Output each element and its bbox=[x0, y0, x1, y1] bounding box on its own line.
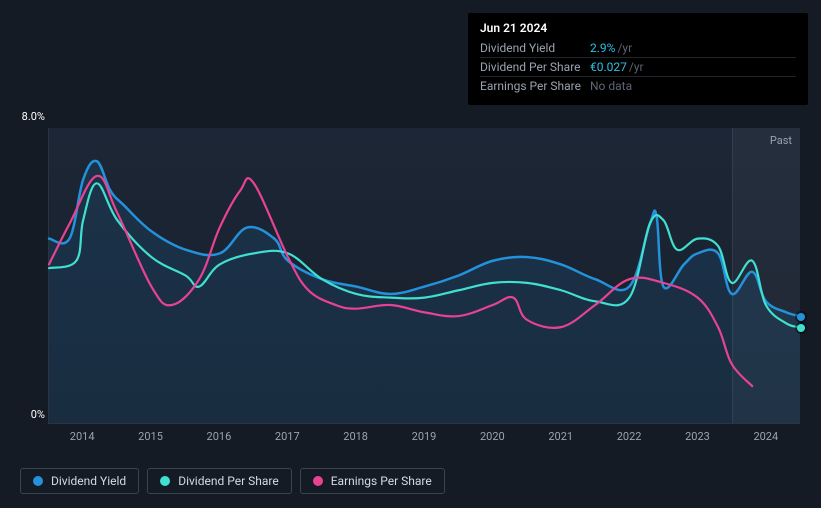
tooltip-row-value: 2.9% bbox=[590, 41, 615, 55]
dividend-chart: 8.0% 0% Past 2014 2015 2016 2017 2018 2019 202… bbox=[20, 100, 810, 460]
tooltip-row-label: Dividend Per Share bbox=[480, 60, 590, 74]
x-axis-tick: 2016 bbox=[207, 430, 232, 443]
x-axis-tick: 2014 bbox=[70, 430, 95, 443]
tooltip-date: Jun 21 2024 bbox=[480, 21, 796, 35]
x-axis-tick: 2022 bbox=[617, 430, 642, 443]
legend-swatch bbox=[313, 476, 323, 486]
x-axis-tick: 2015 bbox=[138, 430, 163, 443]
legend-item[interactable]: Dividend Per Share bbox=[147, 468, 292, 494]
tooltip-row: Dividend Per Share€0.027/yr bbox=[480, 58, 796, 77]
tooltip-row: Earnings Per ShareNo data bbox=[480, 77, 796, 95]
tooltip-row-unit: /yr bbox=[629, 60, 644, 74]
x-axis-tick: 2020 bbox=[480, 430, 505, 443]
tooltip-row-label: Earnings Per Share bbox=[480, 79, 590, 93]
chart-svg bbox=[49, 128, 800, 423]
x-axis-tick: 2019 bbox=[412, 430, 437, 443]
tooltip-row-label: Dividend Yield bbox=[480, 41, 590, 55]
tooltip-row: Dividend Yield2.9%/yr bbox=[480, 39, 796, 58]
series-end-dot-dividend_per_share bbox=[797, 324, 805, 332]
tooltip-row-value: No data bbox=[590, 79, 632, 93]
y-axis-min-label: 0% bbox=[31, 408, 45, 421]
legend-item[interactable]: Earnings Per Share bbox=[300, 468, 445, 494]
chart-tooltip: Jun 21 2024 Dividend Yield2.9%/yrDividen… bbox=[468, 13, 808, 105]
tooltip-row-unit: /yr bbox=[617, 41, 632, 55]
legend-label: Dividend Yield bbox=[51, 474, 126, 488]
chart-plot-area: Past bbox=[48, 128, 800, 424]
x-axis-tick: 2021 bbox=[548, 430, 573, 443]
legend-swatch bbox=[33, 476, 43, 486]
legend-swatch bbox=[160, 476, 170, 486]
x-axis-tick: 2024 bbox=[753, 430, 778, 443]
x-axis-tick: 2017 bbox=[275, 430, 300, 443]
tooltip-row-value: €0.027 bbox=[590, 60, 627, 74]
x-axis-tick: 2023 bbox=[685, 430, 710, 443]
series-end-dot-dividend_yield bbox=[797, 313, 805, 321]
x-axis-tick: 2018 bbox=[343, 430, 368, 443]
chart-legend: Dividend Yield Dividend Per Share Earnings… bbox=[20, 468, 445, 494]
legend-item[interactable]: Dividend Yield bbox=[20, 468, 139, 494]
tooltip-rows: Dividend Yield2.9%/yrDividend Per Share€… bbox=[480, 39, 796, 95]
legend-label: Dividend Per Share bbox=[178, 474, 279, 488]
y-axis-max-label: 8.0% bbox=[22, 110, 45, 123]
legend-label: Earnings Per Share bbox=[331, 474, 432, 488]
